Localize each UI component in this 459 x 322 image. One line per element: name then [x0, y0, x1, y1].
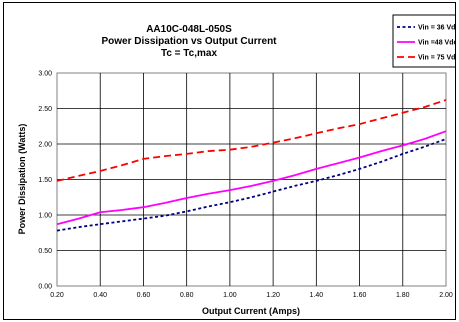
series-layer [56, 99, 447, 232]
x-tick-label: 0.40 [93, 292, 107, 299]
legend-label-3: Vin = 75 Vdc [418, 55, 456, 62]
y-tick-labels: 0.00 0.50 1.00 1.50 2.00 2.50 3.00 [38, 71, 52, 291]
y-tick-label: 2.00 [38, 142, 52, 149]
y-tick-label: 0.50 [38, 248, 52, 255]
x-tick-label: 1.40 [310, 292, 324, 299]
x-tick-label: 1.00 [223, 292, 237, 299]
chart-subtitle-condition: Tc = Tc,max [161, 48, 217, 59]
series-line-1 [56, 138, 447, 232]
legend-entries: Vin = 36 Vdc Vin =48 Vdc Vin = 75 Vdc [397, 25, 456, 62]
power-dissipation-chart: AA10C-048L-050S Power Dissipation vs Out… [17, 14, 456, 316]
series-line-3 [56, 99, 447, 182]
x-tick-label: 2.00 [439, 292, 453, 299]
x-tick-label: 0.20 [50, 292, 64, 299]
legend: Vin = 36 Vdc Vin =48 Vdc Vin = 75 Vdc [392, 14, 456, 68]
y-tick-label: 3.00 [38, 71, 52, 78]
x-axis-label: Output Current (Amps) [202, 306, 300, 316]
x-tick-label: 1.60 [353, 292, 367, 299]
x-tick-label: 0.80 [180, 292, 194, 299]
legend-label-2: Vin =48 Vdc [418, 40, 456, 47]
x-tick-label: 1.80 [396, 292, 410, 299]
y-tick-label: 0.00 [38, 284, 52, 291]
chart-title: AA10C-048L-050S [146, 24, 232, 35]
y-axis-label: Power Dissipation (Watts) [17, 124, 27, 235]
y-tick-label: 1.00 [38, 213, 52, 220]
chart-frame: AA10C-048L-050S Power Dissipation vs Out… [3, 2, 456, 320]
legend-label-1: Vin = 36 Vdc [418, 25, 456, 32]
series-line-2 [56, 130, 447, 226]
grid-layer [57, 73, 446, 286]
legend-box [392, 14, 455, 68]
y-tick-label: 2.50 [38, 106, 52, 113]
y-tick-label: 1.50 [38, 177, 52, 184]
x-tick-labels: 0.20 0.40 0.60 0.80 1.00 1.20 1.40 1.60 1.80 2.00 [50, 292, 453, 299]
chart-subtitle: Power Dissipation vs Output Current [101, 36, 277, 47]
x-tick-label: 0.60 [137, 292, 151, 299]
x-tick-label: 1.20 [266, 292, 280, 299]
